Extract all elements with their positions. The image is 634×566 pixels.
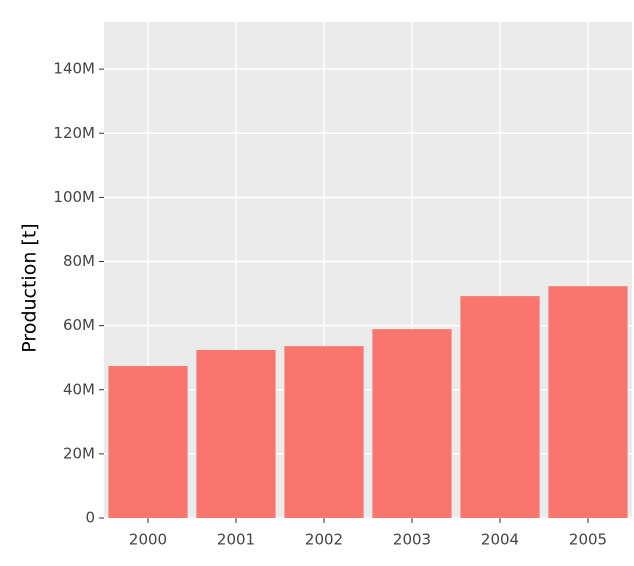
x-tick-label: 2003 bbox=[393, 531, 431, 549]
x-tick-label: 2004 bbox=[481, 531, 519, 549]
bar bbox=[372, 329, 452, 518]
x-tick-label: 2000 bbox=[129, 531, 167, 549]
bar bbox=[460, 296, 540, 518]
y-tick-label: 20M bbox=[63, 444, 95, 462]
y-tick-label: 40M bbox=[63, 380, 95, 398]
bar bbox=[284, 346, 364, 518]
y-tick-label: 60M bbox=[63, 316, 95, 334]
x-tick-label: 2001 bbox=[217, 531, 255, 549]
y-axis-title: Production [t] bbox=[19, 223, 41, 352]
x-tick-label: 2002 bbox=[305, 531, 343, 549]
y-tick-label: 100M bbox=[53, 188, 95, 206]
x-tick-label: 2005 bbox=[569, 531, 607, 549]
y-tick-label: 120M bbox=[53, 124, 95, 142]
y-tick-label: 80M bbox=[63, 252, 95, 270]
bar bbox=[548, 286, 628, 518]
marks bbox=[108, 286, 628, 518]
y-tick-label: 140M bbox=[53, 60, 95, 78]
bar bbox=[108, 366, 188, 518]
bar bbox=[196, 349, 276, 518]
y-tick-label: 0 bbox=[85, 509, 95, 527]
plot-background bbox=[104, 22, 632, 518]
